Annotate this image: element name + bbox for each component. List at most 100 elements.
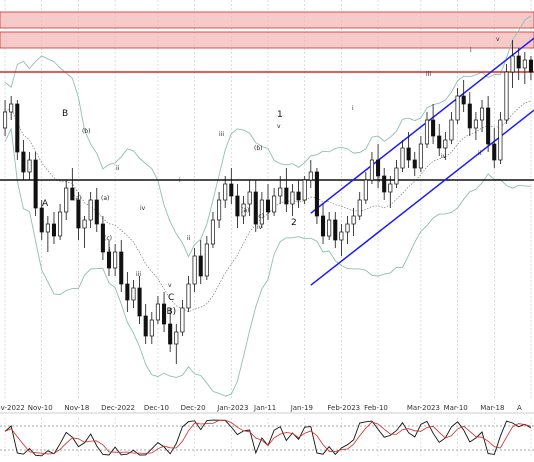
candle-body [155, 303, 160, 321]
date-tick-label: Nov-10 [28, 404, 53, 412]
candle-body [327, 219, 332, 237]
date-tick-label: Jan-11 [253, 404, 276, 412]
wave-label-1: 1 [277, 110, 283, 120]
candle-body [174, 331, 179, 345]
candle-body [400, 147, 405, 169]
candle-body [113, 251, 118, 269]
candle-body [406, 147, 411, 161]
candle-body [382, 175, 387, 193]
channel-upper-line [310, 37, 534, 214]
candle-body [58, 211, 63, 237]
resistance-zone [0, 31, 534, 49]
date-tick-label: Jan-2023 [216, 404, 248, 412]
candle-body [94, 199, 99, 225]
candles [3, 40, 533, 364]
wave-label-iv-3: iv [441, 153, 447, 160]
candle-body [143, 315, 148, 337]
wave-label-i-4: i [470, 47, 472, 54]
candle-body [76, 199, 81, 229]
candle-body [131, 287, 136, 301]
candle-body [431, 119, 436, 137]
candle-body [314, 171, 319, 217]
bollinger-bands [4, 15, 532, 397]
date-tick-label: Nov-2022 [0, 404, 25, 412]
candle-body [455, 95, 460, 121]
candle-body [302, 179, 307, 201]
bollinger-upper [4, 15, 532, 258]
wave-label-C: C [168, 293, 174, 303]
date-tick-label: Mar-2023 [407, 404, 440, 412]
wave-label-i-1: i [109, 247, 111, 254]
wave-label-iii-1: iii [136, 271, 141, 278]
candle-body [27, 159, 32, 173]
candle-body [437, 135, 442, 149]
wave-label-i-3: i [352, 105, 354, 112]
wave-labels: A B C (B) 1 2 (b) (a) (a) (c) ii i iv ii… [42, 36, 500, 317]
candle-body [418, 143, 423, 169]
candle-body [333, 219, 338, 241]
candle-body [168, 323, 173, 345]
oscillator-signal-line [4, 419, 532, 455]
candle-body [308, 171, 313, 181]
candle-body [479, 107, 485, 121]
candle-body [394, 167, 399, 185]
wave-label-B: B [62, 109, 68, 119]
wave-label-a-3: (a) [241, 207, 249, 214]
candle-body [345, 223, 350, 233]
candle-body [33, 159, 38, 209]
date-tick-label: Dec-10 [144, 404, 169, 412]
candle-body [284, 187, 289, 205]
candle-body [516, 55, 521, 69]
candle-body [64, 187, 69, 213]
candle-body [106, 251, 112, 269]
wave-label-a-1: (a) [73, 195, 81, 202]
wave-label-a-2: (a) [101, 195, 109, 202]
candle-body [473, 119, 478, 129]
wave-label-i-2: i [179, 177, 181, 184]
candle-body [259, 199, 264, 225]
candle-body [486, 107, 491, 145]
candle-body [210, 219, 215, 245]
candle-body [461, 95, 466, 105]
candle-body [192, 255, 197, 285]
date-tick-label: Dec-20 [181, 404, 206, 412]
candle-body [70, 187, 75, 201]
date-tick-label: Mar-18 [480, 404, 504, 412]
candle-body [137, 287, 142, 317]
candle-body [39, 207, 44, 233]
wave-label-paren-B: (B) [163, 307, 176, 317]
date-tick-label: Jan-19 [290, 404, 313, 412]
bollinger-middle [4, 100, 531, 313]
candle-body [9, 103, 14, 113]
candle-body [449, 119, 454, 141]
candle-body [492, 143, 497, 161]
wave-label-iii-2: iii [219, 131, 224, 138]
candle-body [376, 159, 381, 177]
wave-label-b-2: (b) [254, 145, 263, 152]
wave-label-iii-3: iii [426, 71, 431, 78]
candle-body [180, 307, 185, 333]
candle-body [510, 55, 515, 73]
candle-body [253, 191, 258, 225]
candle-body [45, 223, 50, 233]
candle-body [504, 71, 509, 121]
wave-label-A: A [42, 199, 49, 209]
trend-channel [310, 37, 534, 286]
candle-body [217, 199, 222, 221]
candle-body [21, 151, 26, 173]
candle-body [119, 251, 124, 285]
candle-body [100, 223, 105, 253]
candle-body [412, 159, 417, 169]
date-tick-label: A [517, 404, 522, 412]
candle-body [198, 255, 203, 277]
candle-body [204, 243, 209, 277]
date-tick-label: Feb-2023 [327, 404, 360, 412]
candle-body [443, 139, 448, 149]
date-tick-label: Feb-10 [364, 404, 388, 412]
candle-body [363, 179, 368, 201]
candle-body [424, 119, 430, 145]
candle-body [223, 183, 228, 201]
candle-body [15, 103, 20, 153]
